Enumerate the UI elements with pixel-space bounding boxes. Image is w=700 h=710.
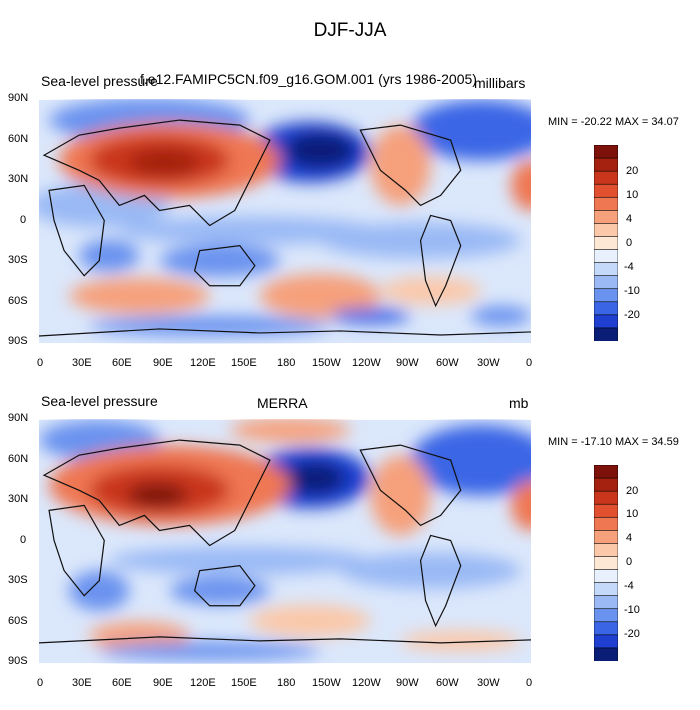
colorbar-cell <box>594 634 618 649</box>
panel-units-label: millibars <box>474 75 526 91</box>
lon-tick: 30W <box>477 357 500 369</box>
colorbar-cell <box>594 465 618 479</box>
colorbar-cell <box>594 530 618 545</box>
panel-left-label: Sea-level pressure <box>41 393 158 409</box>
panel-center-label: f.e12.FAMIPC5CN.f09_g16.GOM.001 (yrs 198… <box>140 71 477 87</box>
colorbar-cell <box>594 223 618 238</box>
lon-tick: 90E <box>153 677 173 689</box>
colorbar-cell <box>594 301 618 316</box>
colorbar-cell <box>594 327 618 341</box>
colorbar-cell <box>594 621 618 636</box>
colorbar-label: -4 <box>624 261 634 273</box>
lat-tick: 90S <box>8 335 28 347</box>
lat-tick: 90N <box>8 92 29 104</box>
colorbar-cell <box>594 275 618 290</box>
colorbar-cell <box>594 210 618 225</box>
colorbar-cell <box>594 145 618 159</box>
lat-tick: 60S <box>8 615 28 627</box>
lat-tick: 60N <box>8 453 29 465</box>
colorbar-label: -20 <box>624 628 640 640</box>
lon-tick: 30W <box>477 677 500 689</box>
colorbar-cell <box>594 170 618 185</box>
colorbar <box>594 145 618 341</box>
lat-tick: 30S <box>8 254 28 266</box>
lat-tick: 60N <box>8 133 29 145</box>
lon-tick: 0 <box>37 357 44 369</box>
merra-panel: Sea-level pressure MERRA mb MIN = -17.10… <box>0 390 700 710</box>
lon-tick: 180 <box>277 357 296 369</box>
lon-tick: 60W <box>436 357 459 369</box>
lon-tick: 60E <box>112 677 132 689</box>
colorbar-cell <box>594 543 618 558</box>
lon-tick: 120E <box>190 357 216 369</box>
colorbar-label: -10 <box>624 604 640 616</box>
lon-tick: 0 <box>526 357 533 369</box>
panel-minmax: MIN = -20.22 MAX = 34.07 <box>548 116 679 128</box>
lat-tick: 90N <box>8 412 29 424</box>
colorbar-cell <box>594 477 618 492</box>
lon-tick: 0 <box>526 677 533 689</box>
lon-tick: 120E <box>190 677 216 689</box>
colorbar-cell <box>594 503 618 518</box>
colorbar-label: 20 <box>626 165 639 177</box>
pressure-map <box>39 99 531 343</box>
lat-tick: 30N <box>8 493 29 505</box>
lon-tick: 150E <box>231 357 257 369</box>
lat-tick: 30N <box>8 173 29 185</box>
figure-title: DJF-JJA <box>313 20 387 41</box>
colorbar-label: 4 <box>626 213 633 225</box>
colorbar-cell <box>594 236 618 251</box>
lon-tick: 0 <box>37 677 44 689</box>
lon-tick: 180 <box>277 677 296 689</box>
lon-tick: 30E <box>72 677 92 689</box>
lon-tick: 120W <box>352 357 381 369</box>
colorbar-cell <box>594 249 618 264</box>
panel-center-label: MERRA <box>257 395 308 411</box>
colorbar-cell <box>594 647 618 661</box>
colorbar-cell <box>594 157 618 172</box>
lat-tick: 30S <box>8 574 28 586</box>
colorbar-cell <box>594 288 618 303</box>
panel-units-label: mb <box>509 395 529 411</box>
lon-tick: 60E <box>112 357 132 369</box>
lon-tick: 90W <box>396 357 419 369</box>
colorbar-cell <box>594 262 618 277</box>
colorbar-label: 0 <box>626 556 633 568</box>
lon-tick: 30E <box>72 357 92 369</box>
colorbar-cell <box>594 608 618 623</box>
lat-tick: 0 <box>20 214 27 226</box>
colorbar <box>594 465 618 661</box>
colorbar-label: 4 <box>626 532 633 544</box>
colorbar-cell <box>594 314 618 329</box>
colorbar-cell <box>594 595 618 610</box>
colorbar-label: -20 <box>624 309 640 321</box>
lon-tick: 150W <box>312 677 341 689</box>
colorbar-label: 10 <box>626 189 639 201</box>
panel-minmax: MIN = -17.10 MAX = 34.59 <box>548 436 679 448</box>
colorbar-cell <box>594 556 618 571</box>
colorbar-label: 20 <box>626 485 639 497</box>
colorbar-cell <box>594 582 618 597</box>
colorbar-label: -10 <box>624 285 640 297</box>
lat-tick: 90S <box>8 655 28 667</box>
lon-tick: 150W <box>312 357 341 369</box>
panel-left-label: Sea-level pressure <box>41 73 158 89</box>
pressure-map <box>39 419 531 663</box>
lon-tick: 60W <box>436 677 459 689</box>
model-panel: Sea-level pressure f.e12.FAMIPC5CN.f09_g… <box>0 70 700 390</box>
colorbar-cell <box>594 490 618 505</box>
colorbar-label: 10 <box>626 508 639 520</box>
colorbar-cell <box>594 569 618 584</box>
lon-tick: 90E <box>153 357 173 369</box>
colorbar-cell <box>594 516 618 531</box>
colorbar-label: 0 <box>626 237 633 249</box>
colorbar-label: -4 <box>624 580 634 592</box>
colorbar-cell <box>594 196 618 211</box>
lon-tick: 150E <box>231 677 257 689</box>
lon-tick: 120W <box>352 677 381 689</box>
lat-tick: 0 <box>20 534 27 546</box>
lon-tick: 90W <box>396 677 419 689</box>
lat-tick: 60S <box>8 295 28 307</box>
colorbar-cell <box>594 183 618 198</box>
